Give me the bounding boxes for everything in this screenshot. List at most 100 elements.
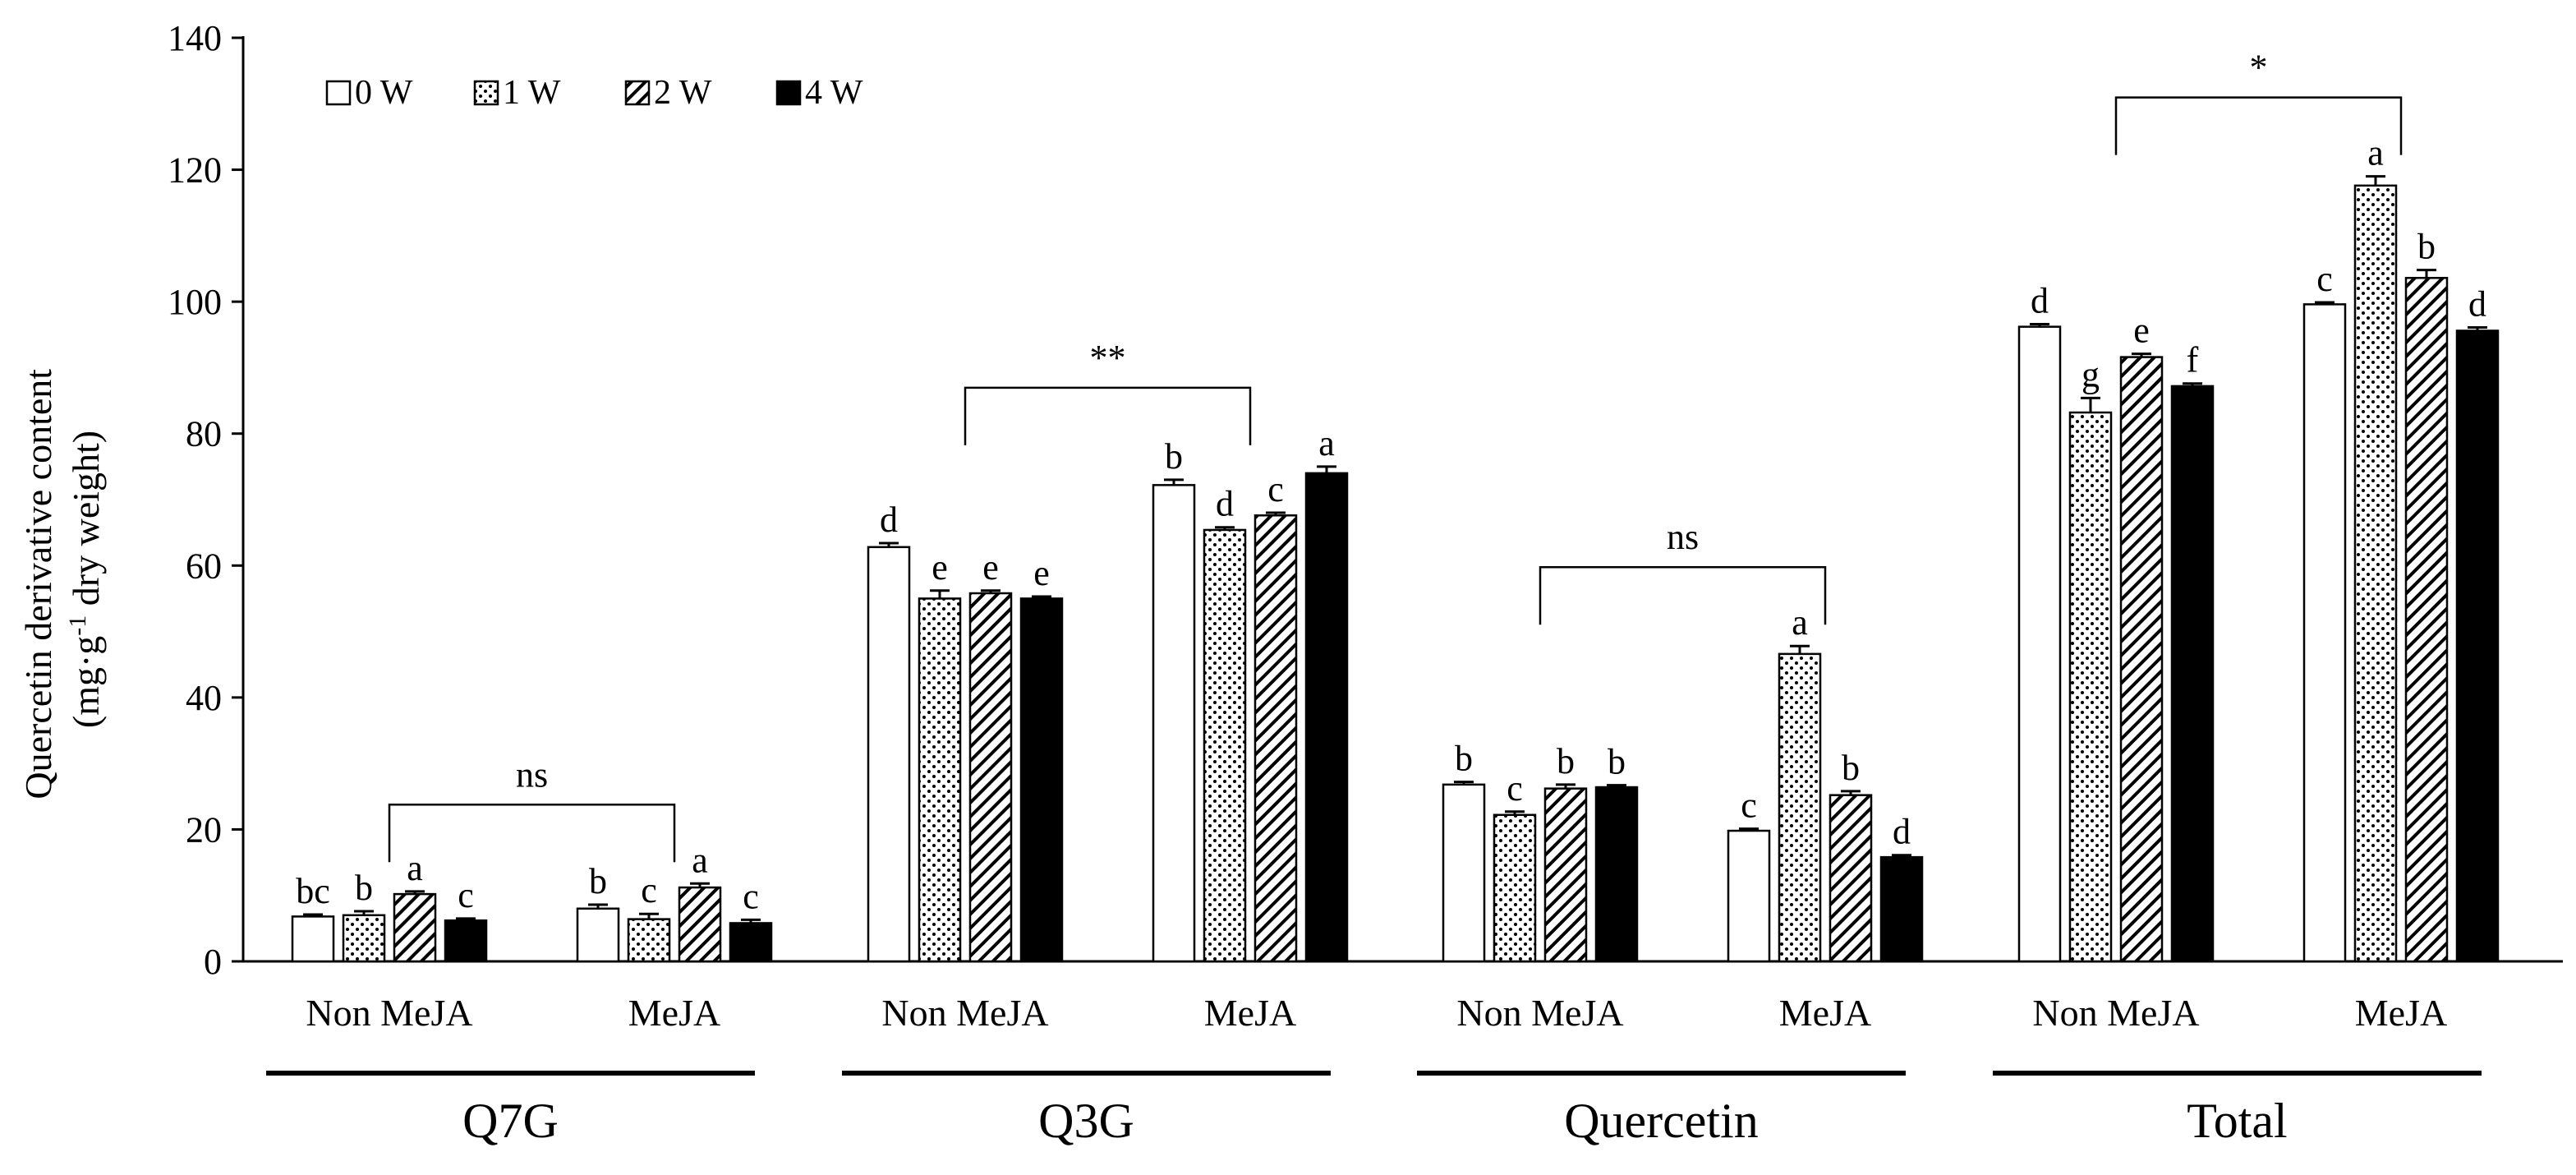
significance-letter: b	[1842, 748, 1860, 788]
significance-letter: c	[641, 870, 657, 910]
bar-q3g-meja-0	[1152, 484, 1196, 963]
significance-letter: e	[1033, 553, 1050, 593]
subgroup-label: MeJA	[1204, 992, 1296, 1034]
significance-letter: a	[2367, 133, 2384, 173]
bar-q3g-meja-3	[1304, 472, 1349, 963]
significance-letter: c	[1506, 768, 1523, 809]
y-tick-label: 40	[186, 678, 222, 718]
subgroup-label: MeJA	[1779, 992, 1871, 1034]
bar-quercetin-meja-2	[1828, 794, 1873, 963]
y-tick-label: 100	[168, 282, 222, 322]
y-tick-label: 80	[186, 414, 222, 454]
significance-letter: b	[2417, 227, 2436, 267]
bar-quercetin-non-meja-2	[1543, 787, 1588, 963]
legend: 0 W 1 W 2 W 4 W	[325, 74, 863, 112]
significance-letter: b	[1557, 741, 1575, 781]
significance-letter: a	[1792, 602, 1808, 643]
significance-letter: e	[2133, 311, 2150, 351]
significance-letter: g	[2082, 354, 2100, 394]
subgroup-label: MeJA	[2355, 992, 2447, 1034]
bar-q3g-non-meja-0	[867, 546, 911, 963]
bar-total-meja-1	[2353, 184, 2398, 963]
significance-letter: a	[1318, 423, 1335, 463]
bar-q3g-meja-1	[1203, 528, 1247, 963]
bar-q7g-non-meja-2	[393, 892, 437, 963]
bar-q3g-non-meja-2	[968, 592, 1013, 963]
significance-letter: b	[355, 868, 373, 908]
subgroup-label: Non MeJA	[881, 992, 1048, 1034]
y-tick-label: 20	[186, 809, 222, 850]
legend-label: 0 W	[355, 74, 413, 112]
subgroup-label: Non MeJA	[306, 992, 472, 1034]
group-label: Quercetin	[1564, 1094, 1759, 1148]
significance-letter: e	[932, 547, 948, 588]
bar-quercetin-meja-0	[1727, 829, 1771, 963]
subgroup-label: Non MeJA	[2032, 992, 2199, 1034]
significance-letter: b	[1608, 742, 1626, 782]
bar-q7g-meja-1	[627, 918, 671, 963]
y-tick-label: 120	[168, 150, 222, 191]
bar-q3g-non-meja-1	[918, 597, 962, 963]
bar-total-non-meja-2	[2119, 356, 2164, 963]
bar-quercetin-non-meja-1	[1493, 813, 1537, 963]
legend-swatch-white	[325, 80, 352, 106]
y-tick-label: 60	[186, 546, 222, 586]
significance-letter: a	[692, 840, 708, 880]
group-label: Q3G	[1038, 1094, 1134, 1148]
y-tick-label: 0	[204, 942, 222, 982]
legend-label: 4 W	[805, 74, 863, 112]
bar-q7g-non-meja-3	[444, 919, 488, 963]
significance-letter: b	[589, 861, 607, 901]
legend-label: 2 W	[654, 74, 712, 112]
axes: 0 20 40 60 80 100 120 140 Non MeJA MeJA Q7G Non MeJ…	[168, 18, 2563, 1148]
legend-swatch-hatch	[624, 80, 651, 106]
bar-total-meja-3	[2455, 329, 2500, 963]
comparison-significance: ns	[1667, 517, 1699, 557]
bar-total-meja-2	[2404, 276, 2449, 963]
bar-q7g-non-meja-0	[291, 915, 335, 963]
y-axis-label-line1: Quercetin derivative content	[17, 369, 59, 799]
group-label: Total	[2187, 1094, 2287, 1148]
comparison-bracket	[964, 386, 1252, 445]
subgroup-label: MeJA	[628, 992, 720, 1034]
legend-label: 1 W	[503, 74, 561, 112]
significance-letter: d	[2468, 283, 2486, 324]
significance-letter: bc	[296, 871, 330, 911]
bar-q3g-non-meja-3	[1019, 597, 1064, 963]
comparison-significance: **	[1090, 338, 1126, 378]
significance-letter: c	[1267, 469, 1284, 509]
y-axis-label-suffix: dry weight)	[65, 431, 107, 615]
bar-q7g-non-meja-1	[342, 914, 386, 963]
bar-total-non-meja-1	[2068, 411, 2113, 963]
significance-letter: f	[2187, 340, 2199, 380]
comparison-significance: ns	[516, 754, 548, 795]
bar-quercetin-meja-3	[1879, 855, 1924, 963]
significance-letter: c	[1741, 786, 1757, 826]
significance-letter: d	[2031, 280, 2049, 320]
bar-quercetin-meja-1	[1778, 652, 1822, 963]
y-axis-label-line2: (mg·g	[65, 636, 107, 728]
y-tick-label: 140	[168, 18, 222, 58]
significance-letter: d	[880, 500, 898, 540]
comparison-significance: *	[2250, 48, 2268, 88]
comparison-bracket	[2114, 96, 2403, 155]
significance-letter: b	[1165, 436, 1183, 477]
bar-q7g-meja-2	[678, 886, 722, 963]
bar-quercetin-non-meja-0	[1442, 783, 1486, 963]
significance-letter: d	[1893, 812, 1911, 852]
subgroup-label: Non MeJA	[1456, 992, 1623, 1034]
legend-swatch-black	[775, 80, 802, 106]
group-label: Q7G	[462, 1094, 559, 1148]
bar-total-non-meja-3	[2170, 385, 2215, 963]
significance-letter: c	[458, 875, 474, 915]
comparison-bracket	[1539, 565, 1827, 625]
y-axis-label-superscript: -1	[64, 615, 91, 636]
y-axis-label: Quercetin derivative content (mg·g-1 dry…	[17, 359, 107, 799]
significance-letter: e	[982, 547, 999, 588]
significance-letter: d	[1216, 484, 1234, 524]
bar-q7g-meja-3	[729, 922, 773, 963]
bar-q7g-meja-0	[576, 907, 620, 963]
significance-letter: b	[1455, 739, 1473, 779]
